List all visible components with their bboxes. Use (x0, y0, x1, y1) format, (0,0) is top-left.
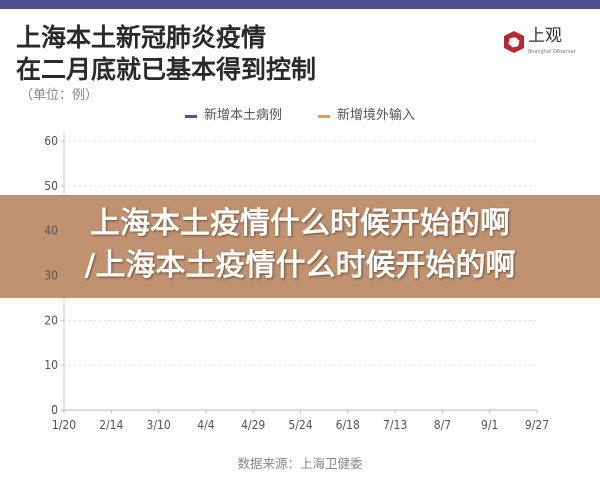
y-tick-label: 0 (51, 403, 58, 417)
overlay-line-1: 上海本土疫情什么时候开始的啊 (90, 206, 510, 241)
chart-title: 上海本土新冠肺炎疫情 在二月底就已基本得到控制 (16, 22, 316, 86)
y-tick-label: 30 (44, 269, 58, 283)
x-tick-label: 4/29 (241, 418, 265, 432)
legend-label: 新增本土病例 (203, 108, 282, 123)
y-axis-labels: 0 10 20 30 40 50 60 (44, 134, 58, 417)
title-line-2: 在二月底就已基本得到控制 (16, 55, 317, 84)
y-tick-label: 60 (44, 134, 58, 148)
top-bar (0, 0, 600, 9)
shanghai-observer-logo: 上观 Shanghai Observer (500, 26, 600, 62)
logo-english: Shanghai Observer (528, 49, 576, 55)
unit-label: （单位：例） (20, 88, 99, 103)
x-tick-label: 9/27 (525, 418, 549, 432)
logo-icon (504, 31, 524, 53)
legend-swatch (184, 114, 197, 118)
overlay-banner: 上海本土疫情什么时候开始的啊 /上海本土疫情什么时候开始的啊 (0, 195, 600, 298)
logo-name: 上观 (528, 26, 562, 46)
legend-item-local[interactable]: 新增本土病例 (184, 108, 282, 124)
legend: 新增本土病例 新增境外输入 (0, 108, 600, 124)
x-tick-label: 4/4 (197, 418, 215, 432)
x-tick-label: 5/24 (288, 418, 312, 432)
y-tick-label: 50 (44, 179, 58, 193)
x-tick-label: 7/13 (383, 418, 407, 432)
x-tick-label: 6/18 (336, 418, 360, 432)
legend-swatch (318, 114, 330, 118)
x-tick-label: 9/1 (481, 418, 498, 432)
overlay-line-2: /上海本土疫情什么时候开始的啊 (84, 248, 516, 283)
x-tick-label: 8/7 (434, 418, 451, 432)
y-tick-label: 10 (44, 358, 58, 372)
legend-label: 新增境外输入 (337, 108, 416, 123)
x-tick-label: 3/10 (146, 418, 170, 432)
x-tick-label: 1/20 (52, 418, 76, 432)
title-line-1: 上海本土新冠肺炎疫情 (16, 23, 267, 52)
legend-item-imported[interactable]: 新增境外输入 (318, 108, 415, 124)
data-source: 数据来源：上海卫健委 (237, 456, 363, 471)
y-tick-label: 40 (44, 224, 58, 238)
y-tick-label: 20 (44, 313, 58, 327)
x-tick-label: 2/14 (99, 418, 123, 432)
